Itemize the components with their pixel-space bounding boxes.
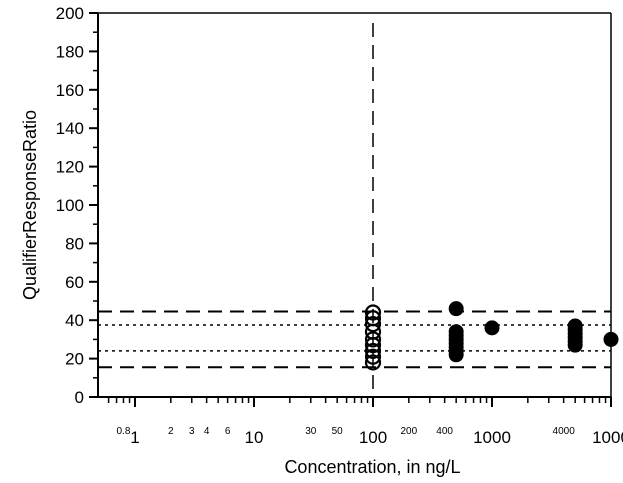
y-axis-title: QualifierResponseRatio (20, 110, 40, 300)
y-tick-label: 120 (56, 158, 84, 177)
y-tick-label: 100 (56, 196, 84, 215)
x-tick-label: 30 (305, 426, 317, 437)
x-tick-label: 10 (245, 428, 264, 447)
x-tick-label: 50 (332, 426, 344, 437)
open-circle-point (364, 342, 382, 360)
x-axis-ticks: 0.81 2 34 6 10 30 50 100 200 400 1000 4000 1000 (107, 397, 623, 447)
y-tick-label: 60 (65, 273, 84, 292)
x-axis-title: Concentration, in ng/L (284, 457, 460, 477)
y-tick-label: 180 (56, 42, 84, 61)
x-tick-label: 4 (204, 426, 210, 437)
filled-circle-point (603, 331, 619, 347)
y-tick-label: 80 (65, 234, 84, 253)
x-tick-label: 1000 (592, 428, 623, 447)
y-tick-label: 140 (56, 119, 84, 138)
open-circle-point (364, 304, 382, 321)
y-tick-label: 40 (65, 311, 84, 330)
x-tick-label: 6 (225, 426, 231, 437)
x-tick-label: 4000 (553, 426, 576, 437)
x-tick-label: 200 (400, 426, 417, 437)
x-tick-label: 100 (359, 428, 387, 447)
axes (97, 12, 612, 398)
y-tick-label: 160 (56, 81, 84, 100)
filled-circle-point (448, 301, 464, 317)
y-tick-label: 20 (65, 350, 84, 369)
open-circle-point (364, 354, 382, 371)
filled-circle-point (448, 347, 464, 363)
open-circle-point (364, 331, 382, 348)
open-circle-point (364, 315, 382, 333)
open-circle-point (364, 348, 382, 365)
reference-lines (98, 23, 611, 397)
x-tick-label: 400 (436, 426, 453, 437)
x-tick-label: 2 (168, 426, 174, 437)
open-circle-point (364, 337, 382, 354)
x-tick-label: 1000 (473, 428, 511, 447)
x-tick-label: 3 (189, 426, 195, 437)
y-tick-label: 0 (75, 388, 84, 407)
y-tick-label: 200 (56, 4, 84, 23)
y-axis-ticks: 0 20 40 60 80 100 120 140 160 180 200 (56, 4, 98, 407)
filled-circle-point (567, 337, 583, 353)
filled-circle-point (484, 320, 500, 336)
x-tick-label: 0.8 (117, 426, 131, 437)
x-tick-label: 1 (130, 428, 139, 447)
data-points (364, 301, 619, 371)
